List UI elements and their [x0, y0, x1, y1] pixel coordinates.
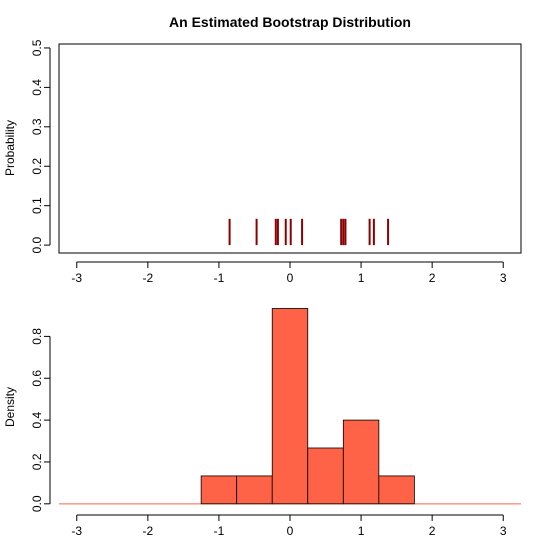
x-tick-label: 2	[429, 271, 436, 285]
histogram-bar	[271, 308, 309, 505]
y-tick-label: 0.4	[30, 79, 44, 96]
x-tick-label: -3	[71, 524, 82, 538]
y-tick-label: 0.1	[30, 197, 44, 214]
histogram-bar	[307, 447, 344, 505]
x-tick-label: -3	[71, 271, 82, 285]
histogram-bar	[236, 475, 273, 505]
histogram-bar	[378, 475, 415, 505]
y-axis-label: Probability	[3, 120, 17, 176]
x-tick-label: 3	[500, 271, 507, 285]
histogram-bar	[200, 475, 238, 505]
x-tick-label: 3	[500, 524, 507, 538]
x-tick-label: 1	[358, 524, 365, 538]
plot-box	[58, 43, 522, 254]
x-tick-label: 1	[358, 271, 365, 285]
y-tick-label: 0.0	[30, 495, 44, 512]
x-tick-label: 0	[287, 271, 294, 285]
y-tick-label: 0.2	[30, 158, 44, 175]
y-tick-label: 0.6	[30, 370, 44, 387]
y-tick-label: 0.3	[30, 118, 44, 135]
y-axis-label: Density	[3, 387, 17, 427]
y-tick-label: 0.2	[30, 453, 44, 470]
y-tick-label: 0.5	[30, 39, 44, 56]
x-tick-label: -2	[143, 271, 154, 285]
x-tick-label: -1	[214, 524, 225, 538]
y-axis: 0.0 0.1 0.2 0.3 0.4 0.5	[30, 39, 51, 253]
x-tick-label: -1	[214, 271, 225, 285]
x-axis: -3 -2 -1 0 1 2 3	[71, 261, 507, 285]
x-axis: -3 -2 -1 0 1 2 3	[71, 514, 507, 538]
x-tick-label: -2	[143, 524, 154, 538]
x-tick-label: 0	[287, 524, 294, 538]
y-tick-label: 0.8	[30, 328, 44, 345]
chart-title: An Estimated Bootstrap Distribution	[169, 14, 411, 30]
histogram-bar	[342, 419, 380, 505]
y-axis: 0.0 0.2 0.4 0.6 0.8	[30, 328, 51, 512]
histogram-bars	[59, 308, 521, 505]
y-tick-label: 0.4	[30, 411, 44, 428]
spike-marks	[228, 218, 390, 246]
y-tick-label: 0.0	[30, 236, 44, 253]
x-tick-label: 2	[429, 524, 436, 538]
